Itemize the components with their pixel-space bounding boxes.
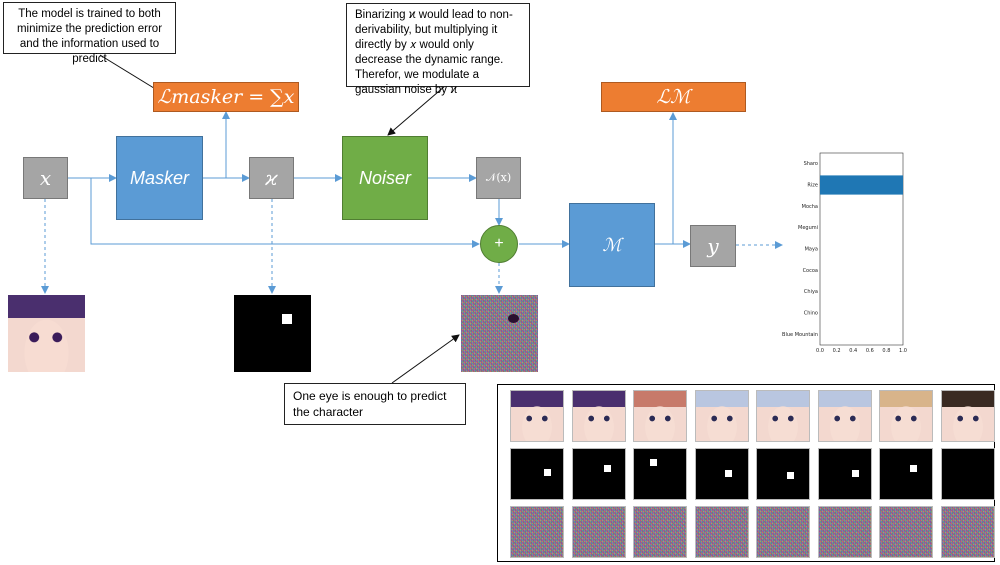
grid-mask-thumb — [633, 448, 687, 500]
chart-category-label: Cocoa — [803, 268, 818, 274]
grid-noised-thumb — [817, 506, 872, 558]
input-x-node: 𝑥 — [23, 157, 68, 199]
chart-xtick-label: 0.6 — [866, 348, 874, 354]
noiser-label: Noiser — [358, 167, 411, 188]
loss-model-box: ℒℳ — [601, 82, 746, 112]
masker-node: Masker — [116, 136, 203, 220]
chart-category-label: Chino — [804, 311, 818, 317]
grid-input-thumb — [756, 390, 810, 442]
grid-mask-thumb — [571, 448, 626, 500]
grid-mask-patch — [603, 464, 611, 472]
grid-mask-thumb — [756, 448, 810, 500]
chart-xtick-label: 0.0 — [816, 348, 824, 354]
results-grid — [497, 384, 995, 562]
noise-fn-label: 𝒩(x) — [485, 171, 512, 184]
arrow-x-skip-to-sum — [90, 178, 480, 248]
mask-label: ϰ — [265, 166, 278, 190]
chart-xtick-label: 0.8 — [882, 348, 890, 354]
chart-bar — [820, 175, 903, 195]
noised-image — [461, 295, 538, 372]
callout-objective-text: The model is trained to both minimize th… — [16, 8, 163, 65]
sum-node: + — [480, 225, 518, 263]
callout-noise-note-text: Binarizing ϰ would lead to non-derivabil… — [355, 9, 513, 96]
callout-eye-note-text: One eye is enough to predict the charact… — [293, 389, 447, 419]
loss-masker-box: ℒmasker = ∑𝑥 — [153, 82, 299, 112]
chart-category-label: Maya — [805, 247, 818, 253]
sum-label: + — [494, 235, 504, 252]
chart-category-label: Chiya — [804, 289, 818, 295]
chart-xtick-label: 0.4 — [849, 348, 857, 354]
eye-patch — [508, 314, 519, 323]
grid-input-thumb — [571, 390, 626, 442]
mask-patch — [282, 314, 292, 324]
input-image — [8, 295, 85, 372]
callout-objective: The model is trained to both minimize th… — [3, 2, 176, 65]
prediction-chart: Sharo Rize Mocha Megumi Maya Cocoa Chiya Chino B… — [782, 152, 907, 354]
mask-image — [234, 295, 311, 372]
output-y-label: 𝑦 — [707, 234, 719, 258]
model-label: ℳ — [602, 234, 622, 256]
grid-noised-thumb — [694, 506, 749, 558]
grid-noised-thumb — [571, 506, 626, 558]
grid-noised-thumb — [756, 506, 810, 558]
grid-mask-patch — [909, 464, 917, 472]
grid-noised-thumb — [633, 506, 687, 558]
chart-category-label: Blue Mountain — [782, 332, 818, 338]
grid-mask-patch — [725, 469, 733, 477]
output-y-node: 𝑦 — [690, 225, 736, 267]
chart-category-label: Sharo — [804, 161, 818, 167]
grid-mask-thumb — [817, 448, 872, 500]
mask-node: ϰ — [249, 157, 294, 199]
grid-input-thumb — [879, 390, 933, 442]
pointer-eye-note — [391, 334, 460, 384]
grid-input-thumb — [817, 390, 872, 442]
grid-mask-thumb — [694, 448, 749, 500]
callout-eye-note: One eye is enough to predict the charact… — [284, 383, 466, 425]
grid-mask-thumb — [879, 448, 933, 500]
grid-noised-thumb — [879, 506, 933, 558]
pointer-noise-note — [387, 85, 446, 136]
model-node: ℳ — [569, 203, 655, 287]
grid-mask-patch — [851, 469, 859, 477]
pointer-objective — [99, 54, 163, 94]
input-x-label: 𝑥 — [39, 166, 52, 190]
callout-noise-note: Binarizing ϰ would lead to non-derivabil… — [346, 3, 530, 96]
loss-model-label: ℒℳ — [656, 86, 691, 108]
chart-category-label: Mocha — [802, 204, 818, 210]
chart-category-label: Megumi — [798, 225, 818, 231]
grid-input-thumb — [633, 390, 687, 442]
grid-mask-thumb — [510, 448, 564, 500]
grid-mask-patch — [786, 472, 794, 480]
loss-masker-label: ℒmasker = ∑𝑥 — [157, 86, 295, 108]
grid-input-thumb — [940, 390, 995, 442]
grid-input-thumb — [694, 390, 749, 442]
grid-mask-thumb — [940, 448, 995, 500]
grid-noised-thumb — [510, 506, 564, 558]
chart-category-label: Rize — [807, 183, 818, 189]
grid-mask-patch — [650, 459, 658, 467]
noise-fn-node: 𝒩(x) — [476, 157, 521, 199]
noiser-node: Noiser — [342, 136, 428, 220]
grid-noised-thumb — [940, 506, 995, 558]
masker-label: Masker — [129, 167, 189, 188]
grid-mask-patch — [544, 468, 552, 476]
chart-xtick-label: 1.0 — [899, 348, 907, 354]
grid-input-thumb — [510, 390, 564, 442]
chart-xtick-label: 0.2 — [833, 348, 841, 354]
